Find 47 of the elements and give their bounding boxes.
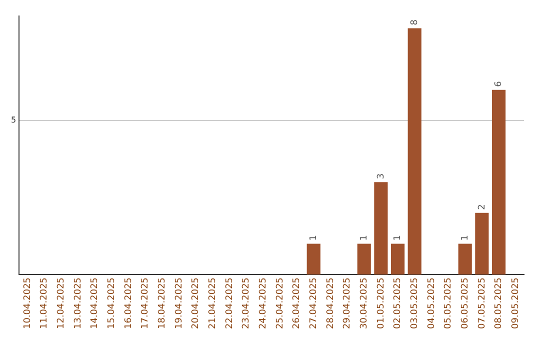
x-tick-label: 19.04.2025	[174, 277, 184, 329]
x-tick-label: 06.05.2025	[460, 277, 470, 329]
bar	[458, 244, 472, 274]
bar	[408, 28, 422, 274]
data-label: 6	[494, 80, 504, 87]
x-tick-label: 17.04.2025	[140, 277, 151, 329]
x-tick-label: 27.04.2025	[308, 277, 319, 329]
bar	[475, 212, 489, 274]
x-tick-label: 24.04.2025	[258, 277, 268, 329]
data-label: 1	[308, 234, 319, 241]
data-label: 1	[359, 234, 370, 241]
data-label: 1	[393, 234, 404, 241]
x-tick-label: 25.04.2025	[275, 277, 286, 329]
x-tick-label: 18.04.2025	[157, 277, 168, 329]
x-tick-label: 14.04.2025	[90, 277, 100, 329]
x-tick-label: 22.04.2025	[224, 277, 235, 329]
bar	[390, 244, 405, 274]
x-tick-label: 23.04.2025	[242, 277, 252, 329]
x-tick-label: 08.05.2025	[494, 277, 504, 329]
bar	[492, 90, 506, 274]
data-label: 1	[460, 234, 470, 241]
x-tick-label: 05.05.2025	[444, 277, 454, 329]
x-tick-label: 12.04.2025	[56, 277, 67, 329]
x-tick-label: 03.05.2025	[410, 277, 420, 329]
x-tick-label: 11.04.2025	[40, 277, 50, 329]
bar	[374, 182, 388, 274]
x-tick-label: 29.04.2025	[342, 277, 353, 329]
bar	[357, 244, 371, 274]
x-tick-label: 28.04.2025	[326, 277, 336, 329]
x-tick-label: 07.05.2025	[477, 277, 488, 329]
data-label: 8	[410, 19, 420, 26]
y-tick-label: 5	[10, 116, 16, 125]
x-tick-label: 09.05.2025	[510, 277, 521, 329]
data-label: 2	[477, 204, 488, 210]
x-tick-label: 02.05.2025	[393, 277, 404, 329]
bar	[306, 244, 320, 274]
x-tick-label: 26.04.2025	[292, 277, 302, 329]
x-tick-label: 04.05.2025	[426, 277, 437, 329]
x-tick-label: 10.04.2025	[22, 277, 33, 329]
x-tick-label: 15.04.2025	[107, 277, 117, 329]
x-tick-label: 20.04.2025	[191, 277, 202, 329]
x-tick-label: 13.04.2025	[73, 277, 84, 329]
x-tick-label: 21.04.2025	[208, 277, 218, 329]
x-tick-label: 16.04.2025	[124, 277, 134, 329]
x-tick-label: 01.05.2025	[376, 277, 386, 329]
x-tick-label: 30.04.2025	[359, 277, 370, 329]
data-label: 3	[376, 173, 386, 180]
